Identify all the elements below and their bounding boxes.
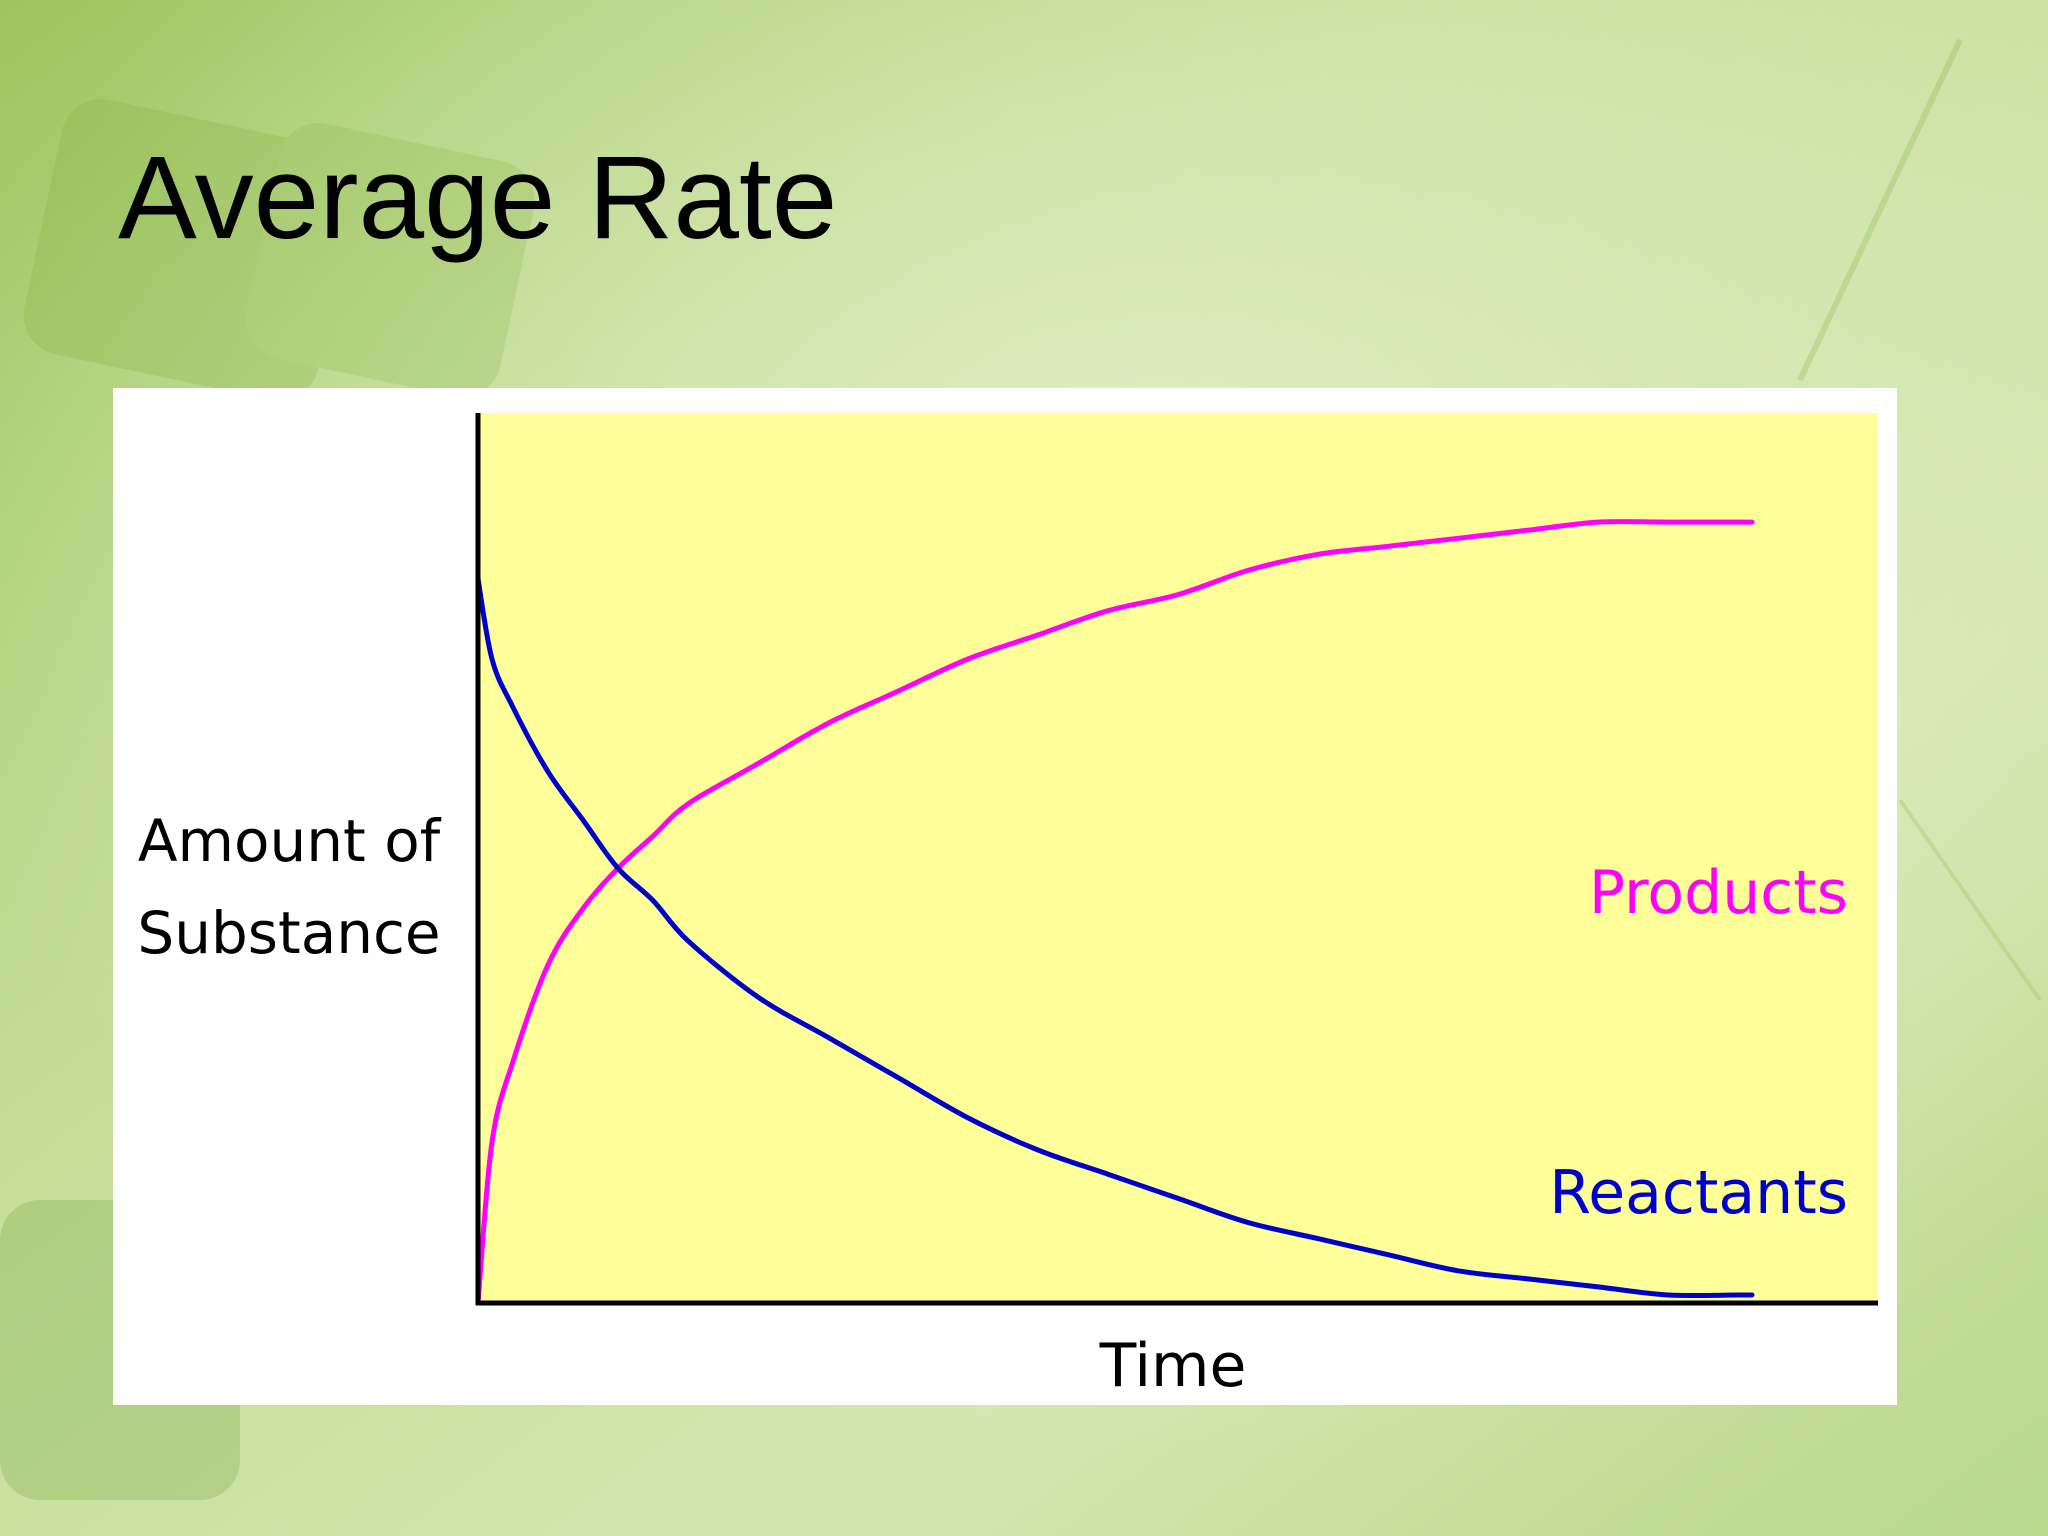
series-layer [475,519,1755,1306]
series-label-products: Products [1589,858,1848,928]
series-line-reactants [475,576,1755,1299]
y-axis-label-line-2: Substance [137,899,440,967]
chart-card: Products Reactants Amount of Substance Time [113,388,1897,1405]
y-axis-label-line-1: Amount of [138,807,442,875]
series-line-products [475,519,1755,1306]
label-layer: Products Reactants Amount of Substance Time [137,807,1848,1401]
slide-title: Average Rate [118,132,838,264]
chart: Products Reactants Amount of Substance Time [137,413,1878,1401]
plot-area [478,413,1878,1303]
x-axis-label: Time [1099,1331,1247,1401]
series-label-reactants: Reactants [1549,1158,1848,1228]
